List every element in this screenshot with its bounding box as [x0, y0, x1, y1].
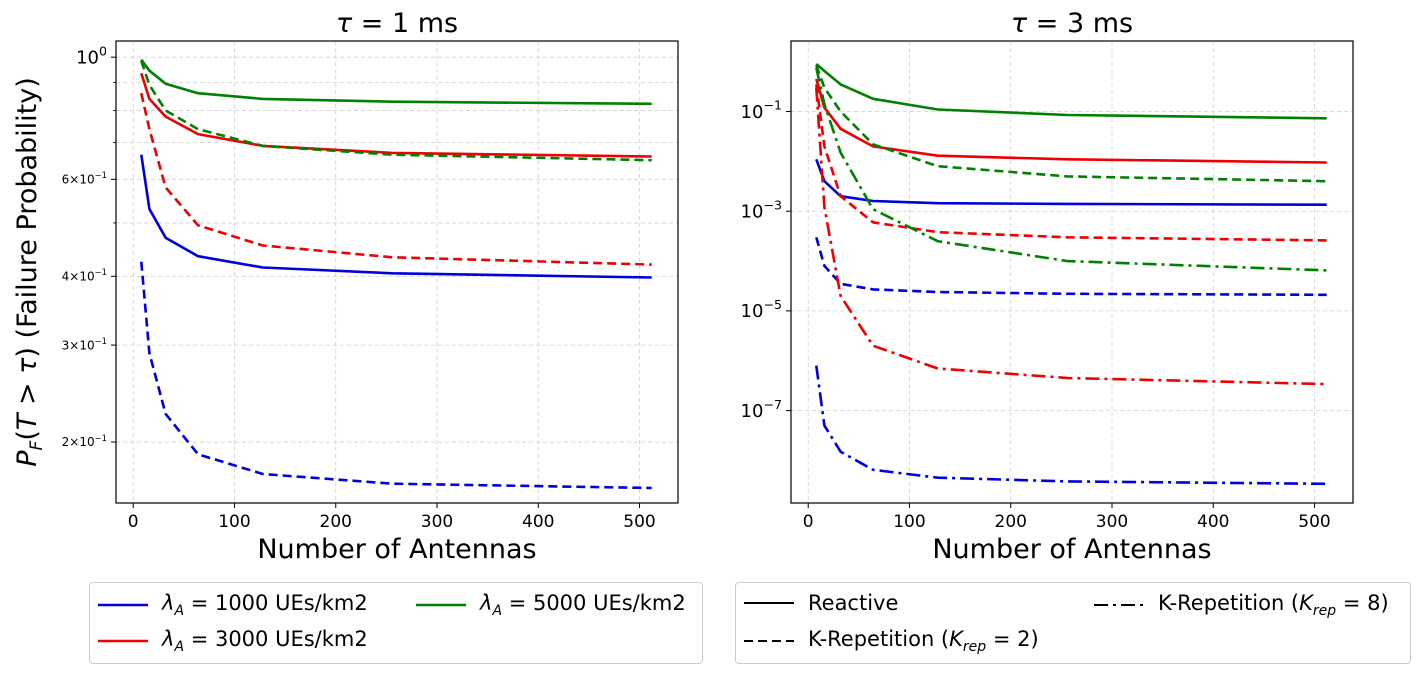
- y-tick-label: 10−3: [741, 197, 782, 222]
- y-tick-label: 10−5: [741, 297, 782, 322]
- legend-density: λA = 1000 UEs/km2 λA = 3000 UEs/km2 λA =…: [89, 582, 703, 664]
- x-axis-label: Number of Antennas: [257, 534, 536, 565]
- x-tick-label: 400: [522, 512, 554, 532]
- legend-line-blue: [98, 603, 148, 607]
- x-tick-label: 500: [1298, 512, 1330, 532]
- legend-label: λA = 3000 UEs/km2: [162, 627, 368, 656]
- series-line: [815, 236, 1327, 297]
- series-line: [140, 58, 652, 106]
- panel-tau-3ms: 0 100 200 300 400 500 10−1 10−3 10−5 10−7 τ = 3 m…: [741, 8, 1354, 565]
- y-axis-label: PF(T > τ) (Failure Probability): [12, 77, 47, 467]
- x-tick-label: 0: [803, 512, 814, 532]
- legend-entry: λA = 5000 UEs/km2: [414, 591, 686, 619]
- legend-entry: λA = 1000 UEs/km2: [96, 591, 368, 619]
- plot-frame: [790, 40, 1354, 504]
- x-tick-label: 400: [1197, 512, 1229, 532]
- legend-line-red: [98, 639, 148, 643]
- legend-line-green: [416, 603, 466, 607]
- y-tick-label: 10−1: [741, 98, 782, 123]
- chart-title: τ = 3 ms: [1011, 8, 1133, 39]
- series-line: [815, 365, 1327, 486]
- legend-label: Reactive: [808, 591, 899, 615]
- y-tick-label: 6×10−1: [62, 170, 107, 186]
- series-line: [815, 87, 1327, 386]
- x-tick-label: 100: [893, 512, 925, 532]
- plot-frame: [115, 40, 679, 504]
- x-tick-label: 300: [1096, 512, 1128, 532]
- legend-label: λA = 5000 UEs/km2: [480, 591, 686, 620]
- series-line: [815, 158, 1327, 206]
- series-line: [140, 72, 652, 158]
- x-tick-label: 500: [623, 512, 655, 532]
- legend-line-solid: [744, 602, 794, 604]
- x-tick-label: 200: [320, 512, 352, 532]
- y-tick-label: 2×10−1: [62, 433, 107, 449]
- legend-entry: Reactive: [742, 591, 898, 615]
- legend-entry: K-Repetition (Krep = 2): [742, 627, 1039, 655]
- x-tick-label: 200: [995, 512, 1027, 532]
- y-tick-label: 10−7: [741, 397, 782, 422]
- x-axis-label: Number of Antennas: [932, 534, 1211, 565]
- series-line: [140, 154, 652, 279]
- legend-line-dashed: [744, 640, 794, 643]
- legend-entry: K-Repetition (Krep = 8): [1092, 591, 1389, 619]
- series-line: [815, 64, 1327, 183]
- x-tick-label: 100: [218, 512, 250, 532]
- legend-label: K-Repetition (Krep = 2): [808, 627, 1039, 656]
- y-tick-label: 4×10−1: [62, 267, 107, 283]
- y-tick-label: 100: [76, 43, 107, 68]
- x-tick-label: 0: [128, 512, 139, 532]
- series-line: [140, 92, 652, 266]
- legend-label: λA = 1000 UEs/km2: [162, 591, 368, 620]
- series-line: [815, 63, 1327, 120]
- legend-strategy: Reactive K-Repetition (Krep = 2) K-Repet…: [735, 582, 1411, 664]
- x-tick-label: 300: [421, 512, 453, 532]
- legend-line-dashdot: [1094, 604, 1144, 607]
- legend-label: K-Repetition (Krep = 8): [1158, 591, 1389, 620]
- series-line: [815, 67, 1327, 272]
- series-line: [815, 84, 1327, 242]
- legend-entry: λA = 3000 UEs/km2: [96, 627, 368, 655]
- panel-tau-1ms: 0 100 200 300 400 500 100 6×10−1 4×10−1 3×10−1 2×1…: [12, 8, 679, 565]
- series-line: [140, 261, 652, 490]
- chart-title: τ = 1 ms: [336, 8, 458, 39]
- y-tick-label: 3×10−1: [62, 336, 107, 352]
